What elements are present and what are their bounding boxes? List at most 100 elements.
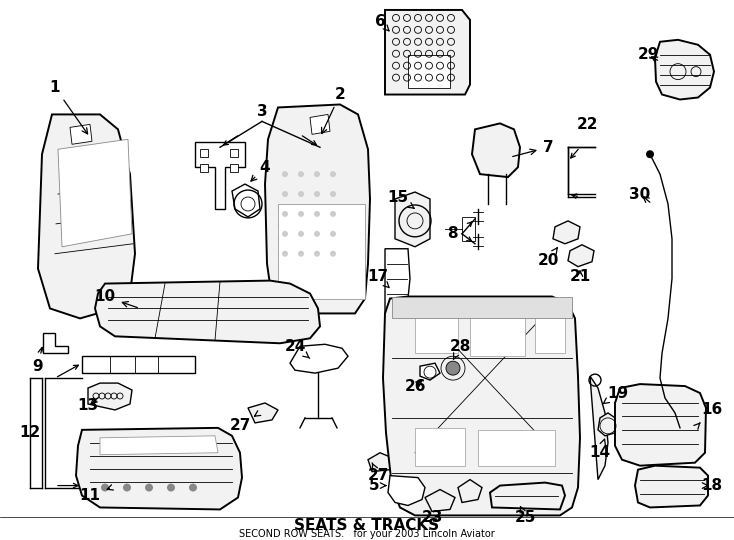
Polygon shape [470, 313, 525, 356]
Circle shape [298, 171, 304, 177]
Polygon shape [385, 249, 410, 328]
Polygon shape [425, 490, 455, 511]
Circle shape [330, 211, 336, 217]
Polygon shape [462, 217, 475, 241]
Text: 23: 23 [421, 510, 443, 525]
Polygon shape [310, 114, 330, 134]
Polygon shape [420, 363, 440, 380]
Circle shape [189, 484, 197, 491]
Polygon shape [368, 453, 392, 471]
Polygon shape [70, 124, 92, 144]
Text: 19: 19 [603, 386, 628, 404]
Polygon shape [553, 221, 580, 244]
Polygon shape [38, 114, 135, 319]
Polygon shape [408, 55, 450, 87]
Polygon shape [415, 428, 465, 465]
Circle shape [282, 191, 288, 197]
Text: 4: 4 [251, 160, 270, 181]
Circle shape [101, 484, 109, 491]
Circle shape [314, 211, 320, 217]
Circle shape [282, 211, 288, 217]
Text: 12: 12 [19, 426, 40, 440]
Circle shape [646, 150, 654, 158]
Polygon shape [265, 104, 370, 313]
Circle shape [298, 211, 304, 217]
Text: 6: 6 [374, 15, 389, 31]
Text: 14: 14 [589, 439, 611, 460]
Text: 3: 3 [257, 104, 267, 119]
Polygon shape [415, 313, 458, 353]
Circle shape [298, 191, 304, 197]
Text: 1: 1 [50, 80, 87, 134]
Polygon shape [248, 403, 278, 423]
Circle shape [298, 251, 304, 256]
Circle shape [446, 361, 460, 375]
Polygon shape [230, 164, 238, 172]
Polygon shape [535, 316, 565, 353]
Text: 22: 22 [577, 117, 599, 132]
Polygon shape [278, 204, 365, 299]
Circle shape [330, 231, 336, 237]
Text: 15: 15 [388, 190, 414, 208]
Polygon shape [195, 142, 245, 209]
Polygon shape [635, 465, 708, 508]
Text: 2: 2 [321, 87, 346, 133]
Circle shape [314, 251, 320, 256]
Polygon shape [82, 356, 195, 373]
Text: 30: 30 [629, 186, 650, 202]
Text: SECOND ROW SEATS.   for your 2003 Lincoln Aviator: SECOND ROW SEATS. for your 2003 Lincoln … [239, 529, 495, 539]
Polygon shape [200, 164, 208, 172]
Circle shape [282, 231, 288, 237]
Polygon shape [76, 428, 242, 509]
Polygon shape [458, 480, 482, 503]
Polygon shape [388, 476, 425, 505]
Polygon shape [598, 413, 618, 436]
Polygon shape [472, 123, 520, 177]
Polygon shape [100, 436, 218, 455]
Text: SEATS & TRACKS: SEATS & TRACKS [294, 518, 440, 533]
Text: 10: 10 [95, 289, 137, 308]
Polygon shape [232, 184, 260, 217]
Circle shape [314, 191, 320, 197]
Text: 26: 26 [404, 379, 426, 394]
Text: 18: 18 [702, 478, 722, 493]
Text: 28: 28 [449, 339, 470, 359]
Text: 8: 8 [447, 226, 457, 241]
Circle shape [123, 484, 131, 491]
Text: 11: 11 [79, 485, 113, 503]
Circle shape [330, 191, 336, 197]
Text: 9: 9 [33, 347, 43, 374]
Circle shape [282, 171, 288, 177]
Polygon shape [230, 149, 238, 157]
Polygon shape [43, 333, 68, 353]
Text: 27: 27 [229, 411, 261, 434]
Circle shape [314, 231, 320, 237]
Circle shape [145, 484, 153, 491]
Text: 25: 25 [515, 507, 536, 525]
Polygon shape [392, 296, 572, 319]
Text: 17: 17 [368, 269, 389, 288]
Text: 29: 29 [637, 47, 658, 62]
Circle shape [167, 484, 175, 491]
Circle shape [330, 251, 336, 256]
Text: 5: 5 [368, 478, 386, 493]
Polygon shape [568, 245, 594, 267]
Polygon shape [95, 281, 320, 343]
Polygon shape [590, 376, 608, 480]
Polygon shape [478, 430, 555, 465]
Polygon shape [655, 40, 714, 99]
Polygon shape [490, 483, 565, 509]
Polygon shape [58, 139, 132, 247]
Text: 24: 24 [284, 339, 310, 359]
Text: 13: 13 [78, 397, 98, 414]
Polygon shape [200, 149, 208, 157]
Polygon shape [290, 345, 348, 373]
Polygon shape [395, 192, 430, 247]
Polygon shape [88, 383, 132, 410]
Polygon shape [385, 10, 470, 94]
Circle shape [298, 231, 304, 237]
Circle shape [330, 171, 336, 177]
Text: 16: 16 [694, 402, 723, 429]
Text: 20: 20 [537, 248, 559, 268]
Polygon shape [615, 384, 706, 465]
